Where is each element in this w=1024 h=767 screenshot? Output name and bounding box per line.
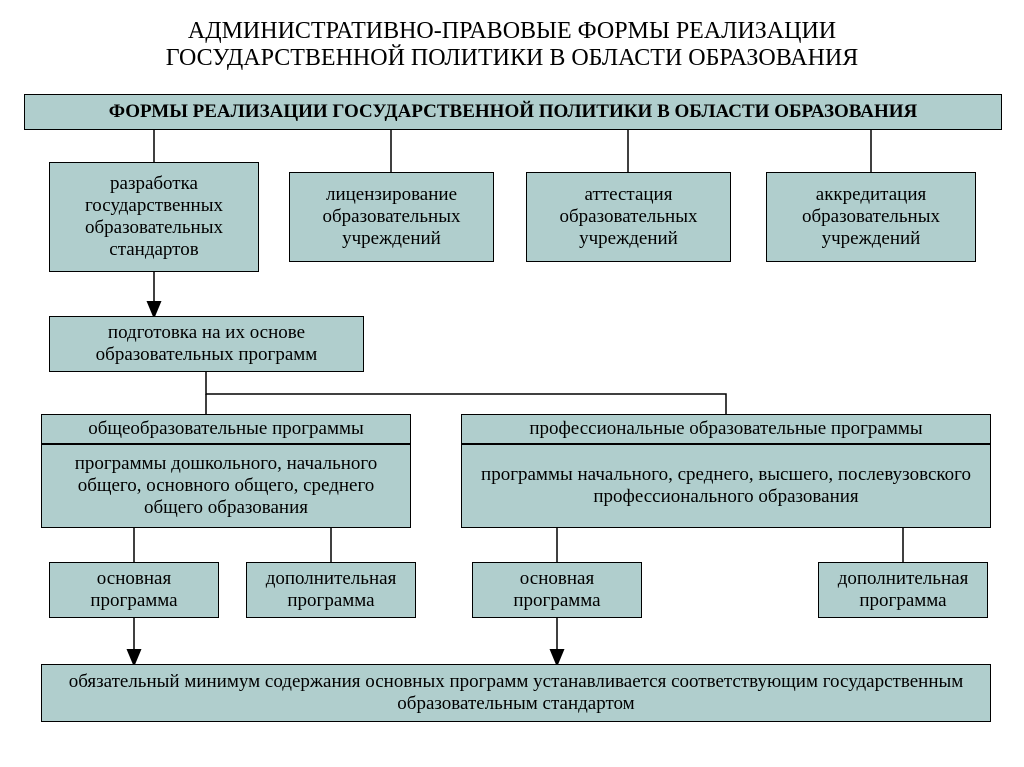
title-line2: ГОСУДАРСТВЕННОЙ ПОЛИТИКИ В ОБЛАСТИ ОБРАЗ… (0, 45, 1024, 72)
node-label: общеобразовательные программы (88, 418, 364, 440)
node-bottom: обязательный минимум содержания основных… (41, 664, 991, 722)
node-label: программы начального, среднего, высшего,… (468, 464, 984, 508)
node-right_head: профессиональные образовательные програм… (461, 414, 991, 444)
node-prog1: основная программа (49, 562, 219, 618)
node-right_body: программы начального, среднего, высшего,… (461, 444, 991, 528)
node-left_body: программы дошкольного, начального общего… (41, 444, 411, 528)
node-label: основная программа (56, 568, 212, 612)
node-row2a: разработка государственных образовательн… (49, 162, 259, 272)
node-label: профессиональные образовательные програм… (529, 418, 922, 440)
node-label: разработка государственных образовательн… (56, 173, 252, 260)
diagram-title: АДМИНИСТРАТИВНО-ПРАВОВЫЕ ФОРМЫ РЕАЛИЗАЦИ… (0, 18, 1024, 72)
title-line1: АДМИНИСТРАТИВНО-ПРАВОВЫЕ ФОРМЫ РЕАЛИЗАЦИ… (0, 18, 1024, 45)
node-label: аккредитация образовательных учреждений (773, 184, 969, 250)
node-row2d: аккредитация образовательных учреждений (766, 172, 976, 262)
node-label: лицензирование образовательных учреждени… (296, 184, 487, 250)
node-label: дополнительная программа (825, 568, 981, 612)
connector-5 (206, 372, 726, 414)
node-row2b: лицензирование образовательных учреждени… (289, 172, 494, 262)
node-label: основная программа (479, 568, 635, 612)
node-prog2: дополнительная программа (246, 562, 416, 618)
node-label: аттестация образовательных учреждений (533, 184, 724, 250)
node-label: обязательный минимум содержания основных… (48, 671, 984, 715)
node-prog4: дополнительная программа (818, 562, 988, 618)
node-header: ФОРМЫ РЕАЛИЗАЦИИ ГОСУДАРСТВЕННОЙ ПОЛИТИК… (24, 94, 1002, 130)
node-label: дополнительная программа (253, 568, 409, 612)
node-label: подготовка на их основе образовательных … (56, 322, 357, 366)
node-left_head: общеобразовательные программы (41, 414, 411, 444)
node-prog3: основная программа (472, 562, 642, 618)
node-label: программы дошкольного, начального общего… (48, 453, 404, 519)
node-row2c: аттестация образовательных учреждений (526, 172, 731, 262)
node-label: ФОРМЫ РЕАЛИЗАЦИИ ГОСУДАРСТВЕННОЙ ПОЛИТИК… (109, 101, 918, 123)
node-prep: подготовка на их основе образовательных … (49, 316, 364, 372)
